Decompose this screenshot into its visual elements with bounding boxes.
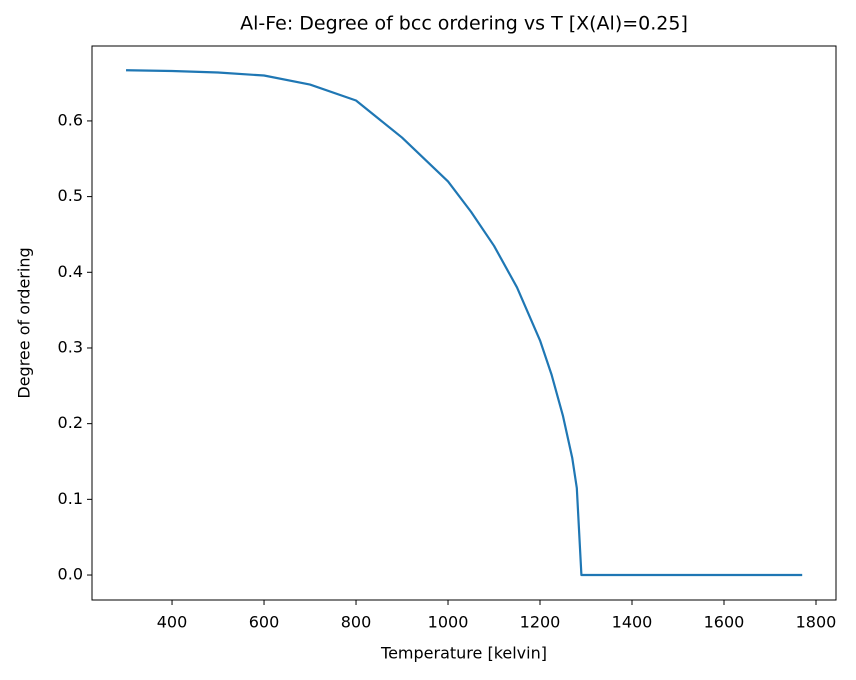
plot-frame <box>91 45 837 601</box>
chart-title: Al-Fe: Degree of bcc ordering vs T [X(Al… <box>240 13 688 35</box>
x-tick-label: 800 <box>341 613 372 632</box>
x-tick-label: 1600 <box>704 613 745 632</box>
x-tick-label: 1000 <box>428 613 469 632</box>
data-line <box>126 69 803 577</box>
y-tick-label: 0.3 <box>58 337 83 356</box>
x-tick-label: 1800 <box>796 613 837 632</box>
x-axis-label: Temperature [kelvin] <box>380 644 547 663</box>
y-tick-label: 0.2 <box>58 413 83 432</box>
y-tick-label: 0.5 <box>58 186 83 205</box>
x-tick-label: 1200 <box>520 613 561 632</box>
y-tick-label: 0.0 <box>58 565 83 584</box>
y-axis-label: Degree of ordering <box>15 247 34 398</box>
x-tick-label: 400 <box>157 613 188 632</box>
x-tick-label: 600 <box>249 613 280 632</box>
y-tick-label: 0.6 <box>58 110 83 129</box>
y-tick-label: 0.4 <box>58 262 83 281</box>
x-tick-label: 1400 <box>612 613 653 632</box>
y-tick-label: 0.1 <box>58 489 83 508</box>
